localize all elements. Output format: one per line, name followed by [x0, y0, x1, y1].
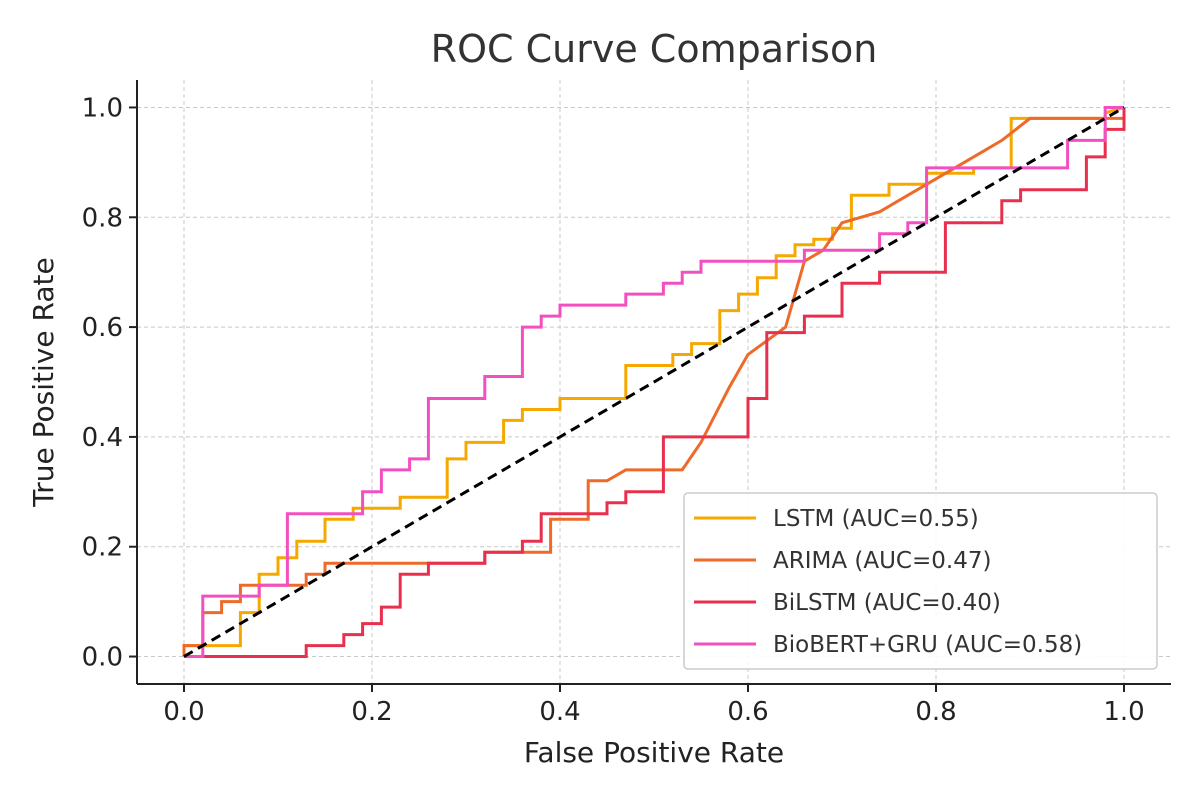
y-tick-label: 0.6	[82, 313, 123, 343]
y-tick-label: 0.4	[82, 423, 123, 453]
legend-label-lstm: LSTM (AUC=0.55)	[773, 506, 979, 532]
legend-label-bilstm: BiLSTM (AUC=0.40)	[773, 590, 1001, 616]
x-axis-label: False Positive Rate	[524, 736, 784, 769]
chance-diagonal-line	[183, 106, 1125, 658]
axis-ticks: 0.0 0.2 0.4 0.6 0.8 1.0 0.0 0.2 0.4 0.6 0.8 1.0	[82, 93, 1145, 727]
legend-label-arima: ARIMA (AUC=0.47)	[773, 548, 991, 574]
grid-lines	[137, 80, 1171, 684]
chart-title: ROC Curve Comparison	[431, 27, 878, 71]
x-tick-label: 0.8	[915, 697, 956, 727]
series-line-biobert-gru	[184, 106, 1124, 658]
series-line-lstm	[182, 106, 1125, 657]
legend-label-biobert-gru: BioBERT+GRU (AUC=0.58)	[773, 632, 1082, 658]
y-tick-label: 0.0	[82, 643, 123, 673]
series-line-arima	[182, 107, 1126, 657]
y-tick-label: 1.0	[82, 93, 123, 123]
x-tick-label: 0.4	[539, 697, 580, 727]
x-tick-label: 0.0	[163, 697, 204, 727]
chance-diagonal	[183, 106, 1125, 658]
axes	[136, 80, 1171, 685]
legend: LSTM (AUC=0.55) ARIMA (AUC=0.47) BiLSTM (A…	[683, 492, 1158, 670]
y-tick-label: 0.2	[82, 533, 123, 563]
x-tick-label: 0.6	[727, 697, 768, 727]
legend-frame	[683, 492, 1158, 670]
y-axis-label: True Positive Rate	[27, 257, 60, 507]
x-tick-label: 0.2	[351, 697, 392, 727]
roc-curves	[182, 106, 1126, 658]
x-tick-label: 1.0	[1103, 697, 1144, 727]
y-tick-label: 0.8	[82, 203, 123, 233]
series-line-bilstm	[184, 107, 1126, 658]
